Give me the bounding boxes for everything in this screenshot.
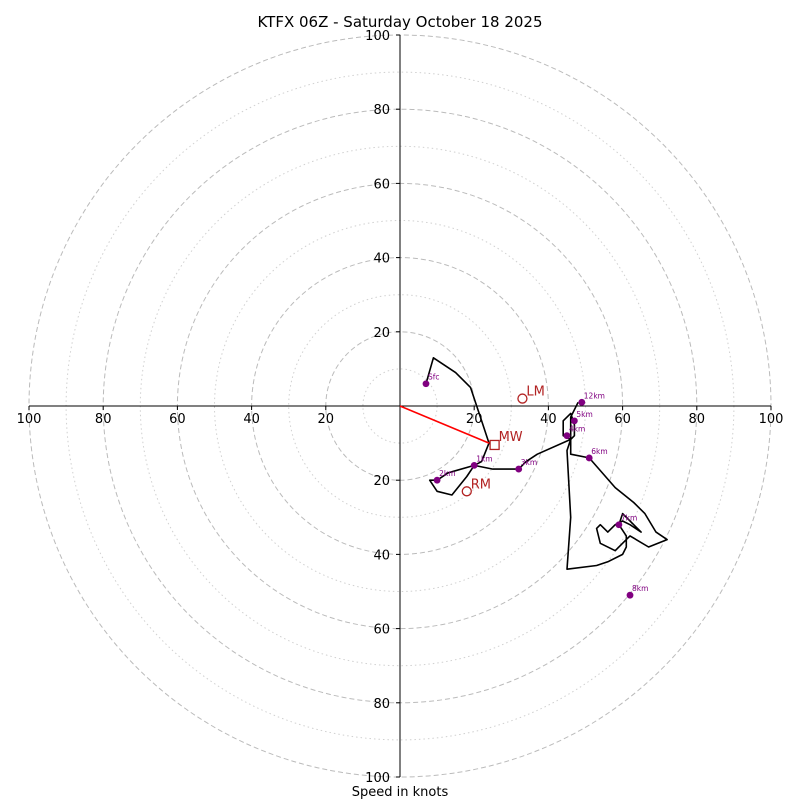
- y-tick-label: 100: [365, 771, 390, 786]
- storm-motion-mw-label: MW: [499, 430, 523, 445]
- x-axis-label: Speed in knots: [352, 785, 449, 800]
- storm-motion-markers: LM RM MW: [461, 385, 545, 497]
- height-marker-dot: [515, 465, 523, 473]
- height-marker-label: 2km: [439, 469, 455, 478]
- height-marker-dot: [626, 591, 634, 599]
- x-tick-label: 40: [243, 412, 260, 427]
- storm-motion-lm-marker: [517, 393, 528, 404]
- height-marker-label: 12km: [584, 391, 605, 400]
- height-marker-label: 8km: [632, 584, 648, 593]
- y-tick-label: 40: [373, 548, 390, 563]
- x-tick-label: 80: [689, 412, 706, 427]
- x-tick-label: 20: [318, 412, 335, 427]
- y-tick-label: 40: [373, 252, 390, 267]
- wind-profile-line: [425, 356, 668, 571]
- height-marker-label: 1km: [476, 454, 492, 463]
- storm-motion-rm-marker: [461, 486, 472, 497]
- x-tick-label: 100: [17, 412, 42, 427]
- height-marker-label: 7km: [621, 514, 637, 523]
- x-tick-label: 60: [614, 412, 631, 427]
- height-marker-label: 6km: [591, 447, 607, 456]
- height-marker-dot: [578, 398, 586, 406]
- storm-motion-rm-label: RM: [471, 477, 491, 492]
- height-marker-label: 3km: [521, 458, 537, 467]
- height-marker-dot: [585, 454, 593, 462]
- height-marker-dot: [470, 461, 478, 469]
- height-markers: Sfc 1km 2km 3km 4km 5km 6km 7km 8km 12km: [422, 373, 648, 599]
- y-tick-label: 20: [373, 474, 390, 489]
- height-marker-dot: [422, 380, 430, 388]
- wind-profile: [399, 356, 668, 571]
- height-marker-dot: [570, 417, 578, 425]
- height-marker-label: 4km: [569, 425, 585, 434]
- tick-labels: 100 80 60 40 20 20 40 60 80 100 100 80 60 40 20 20 40 60 8…: [17, 29, 784, 786]
- chart-title: KTFX 06Z - Saturday October 18 2025: [257, 13, 542, 31]
- x-tick-label: 60: [169, 412, 186, 427]
- height-marker-dot: [563, 432, 571, 440]
- storm-motion-lm-label: LM: [526, 385, 544, 400]
- y-tick-label: 60: [373, 177, 390, 192]
- storm-motion-mw-marker: [489, 439, 500, 451]
- height-marker-label: Sfc: [428, 373, 440, 382]
- x-tick-label: 20: [466, 412, 483, 427]
- y-tick-label: 20: [373, 326, 390, 341]
- y-tick-label: 80: [373, 697, 390, 712]
- y-tick-label: 60: [373, 623, 390, 638]
- y-tick-label: 80: [373, 103, 390, 118]
- y-tick-label: 100: [365, 29, 390, 44]
- height-marker-label: 5km: [576, 410, 592, 419]
- height-marker-dot: [433, 476, 441, 484]
- x-tick-label: 100: [759, 412, 784, 427]
- shear-vector-line: [399, 405, 490, 444]
- x-tick-label: 80: [95, 412, 112, 427]
- x-tick-label: 40: [540, 412, 557, 427]
- height-marker-dot: [615, 521, 623, 529]
